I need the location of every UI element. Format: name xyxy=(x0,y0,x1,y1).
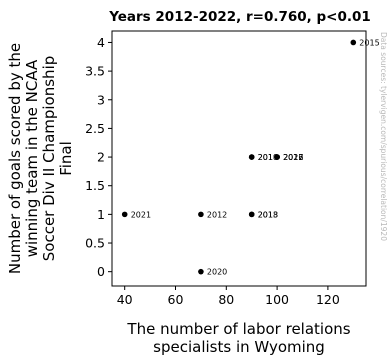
data-point-2018 xyxy=(248,211,255,218)
data-point-2022 xyxy=(274,154,280,160)
y-tick-label: 4 xyxy=(97,35,105,50)
y-axis-label-line: Final xyxy=(57,141,75,176)
source-watermark: Data sources: tylervigen.com/spurious/co… xyxy=(379,32,388,241)
plot-area-frame xyxy=(111,30,367,287)
y-tick-label: 0 xyxy=(97,264,105,279)
data-point-2021 xyxy=(121,211,128,218)
y-tick-label: 2 xyxy=(97,150,105,165)
y-tick-label: 2.5 xyxy=(85,121,105,136)
data-point-2015 xyxy=(350,39,357,46)
x-tick-label: 100 xyxy=(265,292,289,307)
x-tick-label: 80 xyxy=(218,292,234,307)
y-axis-ticks: 0 0.5 1 1.5 2 2.5 3 3.5 4 xyxy=(85,35,112,279)
x-axis-ticks: 40 60 80 100 120 xyxy=(117,286,340,307)
data-point-label: 2014 xyxy=(258,153,278,162)
y-axis-label-line: winning team in the NCAA xyxy=(23,59,41,257)
y-tick-label: 0.5 xyxy=(85,236,105,251)
y-tick-label: 3 xyxy=(97,92,105,107)
data-point-label: 2022 xyxy=(283,153,303,162)
y-tick-label: 1.5 xyxy=(85,178,105,193)
y-axis-label: Number of goals scored by thewinning tea… xyxy=(6,43,75,274)
x-axis-label-line: The number of labor relations xyxy=(126,320,350,338)
data-point-label: 2013 xyxy=(258,210,278,219)
x-tick-label: 40 xyxy=(117,292,133,307)
x-axis-label: The number of labor relations specialists… xyxy=(126,320,350,356)
x-tick-label: 60 xyxy=(168,292,184,307)
x-tick-label: 120 xyxy=(316,292,340,307)
data-point-2012 xyxy=(198,211,204,218)
data-point-label: 2021 xyxy=(131,210,151,219)
data-point-label: 2016 xyxy=(283,153,303,162)
chart-title: Years 2012-2022, r=0.760, p<0.01 xyxy=(108,9,371,25)
data-point-label: 2020 xyxy=(207,268,227,277)
data-point-label: 2012 xyxy=(207,210,227,219)
data-point-label: 2017 xyxy=(283,153,303,162)
data-point-label: 2015 xyxy=(359,38,379,47)
y-axis-label-line: Number of goals scored by the xyxy=(6,43,24,274)
data-point-label: 2019 xyxy=(258,153,278,162)
data-point-label: 2018 xyxy=(258,210,278,219)
y-axis-label-line: Soccer Div II Championship xyxy=(40,56,58,262)
x-axis-label-line: specialists in Wyoming xyxy=(153,338,325,356)
y-tick-label: 1 xyxy=(97,207,105,222)
data-points xyxy=(121,39,357,275)
y-tick-label: 3.5 xyxy=(85,64,105,79)
data-point-2019 xyxy=(248,154,255,160)
data-point-2020 xyxy=(198,268,204,275)
